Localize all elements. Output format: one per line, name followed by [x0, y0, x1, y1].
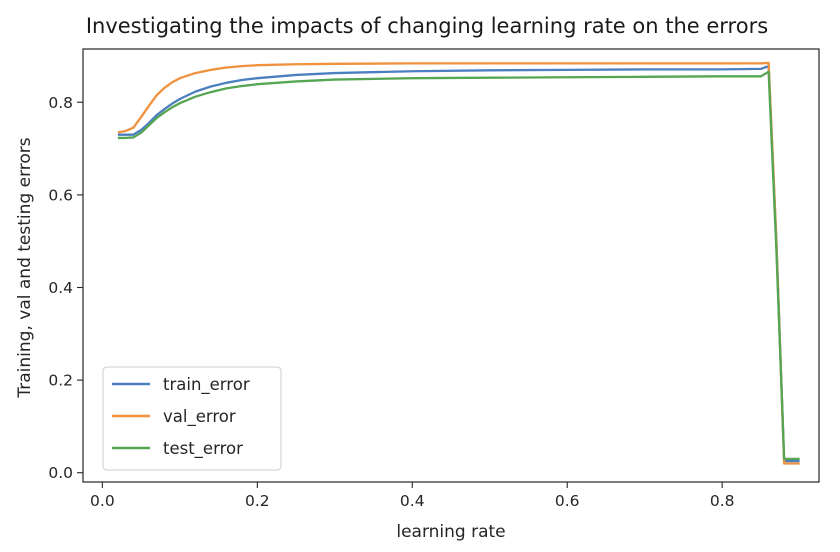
y-tick-label: 0.6 [48, 186, 73, 204]
series-layer [117, 61, 800, 465]
x-axis-label: learning rate [396, 522, 505, 542]
x-tick-label: 0.2 [245, 492, 270, 510]
y-tick-label: 0.4 [48, 279, 73, 297]
x-tick-label: 0.6 [555, 492, 580, 510]
series-line-val-error [117, 61, 800, 465]
legend-label-val-error: val_error [163, 407, 236, 427]
legend: train_error val_error test_error [102, 366, 282, 471]
y-tick-label: 0.2 [48, 372, 73, 390]
x-axis: 0.0 0.2 0.4 0.6 0.8 [90, 482, 734, 510]
y-tick-label: 0.0 [48, 464, 73, 482]
legend-label-train-error: train_error [163, 375, 250, 395]
y-axis-label: Training, val and testing errors [15, 137, 35, 398]
series-line-test-error [117, 70, 800, 460]
y-tick-label: 0.8 [48, 94, 73, 112]
y-axis: 0.0 0.2 0.4 0.6 0.8 [48, 94, 83, 482]
legend-box [102, 366, 282, 471]
legend-label-test-error: test_error [163, 439, 243, 459]
x-tick-label: 0.4 [400, 492, 425, 510]
chart-title: Investigating the impacts of changing le… [86, 14, 768, 38]
x-tick-label: 0.8 [710, 492, 735, 510]
plot-area-frame [82, 48, 820, 483]
x-tick-label: 0.0 [90, 492, 115, 510]
series-line-train-error [117, 64, 800, 463]
